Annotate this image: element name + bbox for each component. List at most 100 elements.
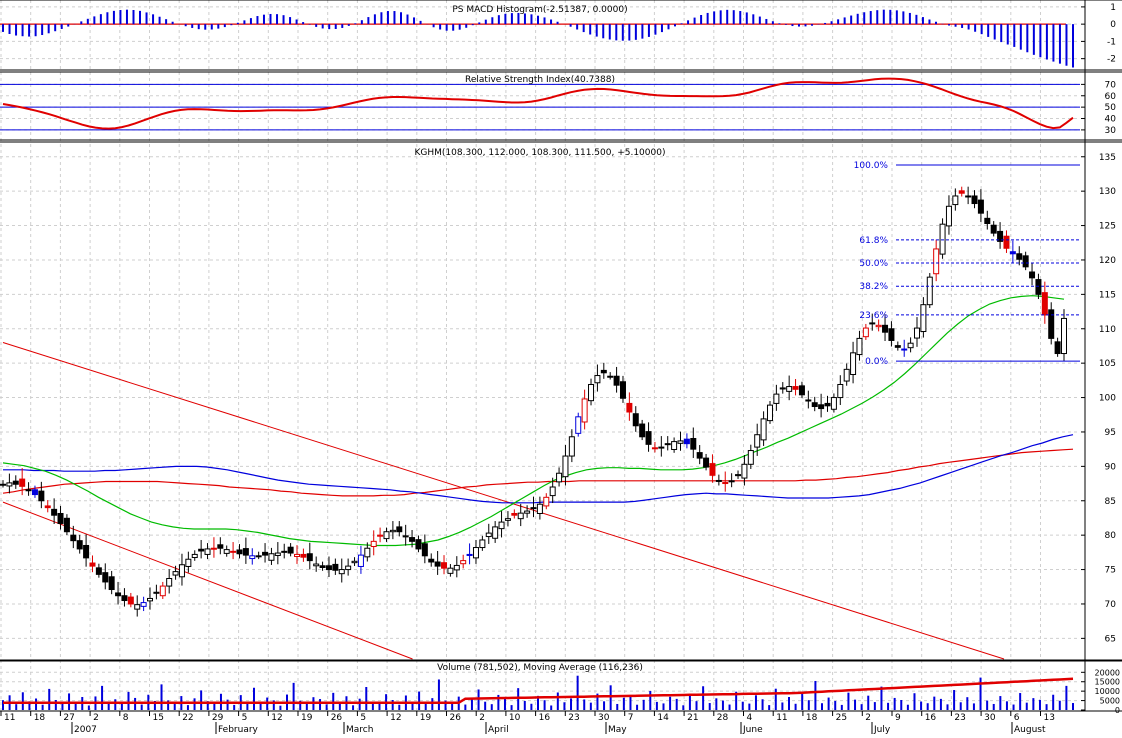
candlestick: [19, 468, 26, 496]
candle-body: [121, 595, 128, 602]
price-tick-label: 65: [1105, 634, 1116, 644]
candlestick: [498, 511, 505, 538]
candlestick: [517, 503, 524, 527]
candlestick: [530, 496, 537, 518]
x-day-label: 25: [836, 713, 847, 723]
candle-body: [632, 413, 639, 427]
candlestick: [875, 319, 882, 332]
x-day-label: 7: [628, 713, 634, 723]
x-day-label: 19: [420, 713, 432, 723]
candle-body: [613, 375, 620, 386]
x-day-label: 5: [360, 713, 366, 723]
candle-body: [140, 602, 147, 607]
price-tick-label: 125: [1099, 222, 1116, 232]
price-panel: 100.0% 61.8% 50.0% 38.2% 23.6% 0.0% KGHM(108.3…: [0, 148, 1117, 660]
candlestick: [134, 595, 141, 617]
candle-body: [888, 328, 895, 341]
candlestick: [543, 493, 550, 510]
candlestick: [364, 542, 371, 562]
candlestick: [645, 422, 652, 452]
candlestick: [415, 535, 422, 553]
price-tick-label: 100: [1099, 394, 1116, 404]
price-tick-label: 130: [1099, 187, 1116, 197]
candle-body: [792, 386, 799, 390]
candlestick: [262, 543, 269, 563]
volume-tick-label: 5000: [1100, 697, 1120, 706]
candlestick: [357, 545, 364, 574]
candle-body: [856, 337, 863, 356]
rsi-tick-label: 70: [1105, 80, 1117, 90]
candle-body: [990, 224, 997, 234]
x-day-label: 23: [568, 713, 579, 723]
candle-body: [869, 322, 876, 325]
candlestick: [166, 569, 173, 594]
candle-body: [735, 474, 742, 477]
candlestick: [377, 527, 384, 543]
candlestick: [287, 543, 294, 557]
candlestick: [274, 542, 281, 565]
macd-tick-label: 1: [1110, 3, 1116, 13]
candlestick: [76, 534, 83, 554]
candle-body: [332, 563, 339, 571]
x-day-label: 13: [1044, 713, 1055, 723]
price-tick-label: 120: [1099, 256, 1116, 266]
candlestick: [824, 395, 831, 412]
x-month-label: February: [218, 725, 259, 734]
candle-body: [383, 531, 390, 540]
candle-body: [568, 436, 575, 457]
candle-body: [926, 276, 933, 306]
candle-body: [933, 248, 940, 275]
macd-panel-title: PS MACD Histogram(-2.51387, 0.0000): [452, 5, 627, 15]
candle-body: [862, 327, 869, 338]
candle-body: [517, 512, 524, 520]
candlestick: [479, 535, 486, 551]
candlestick: [383, 527, 390, 542]
candle-body: [166, 578, 173, 587]
candle-body: [51, 508, 58, 516]
candle-body: [249, 555, 256, 560]
candle-body: [958, 190, 965, 194]
candlestick: [715, 474, 722, 486]
price-tick-label: 70: [1105, 600, 1117, 610]
x-day-label: 14: [657, 713, 669, 723]
candle-body: [920, 304, 927, 333]
candle-body: [89, 562, 96, 567]
candlestick: [230, 542, 237, 560]
candlestick: [600, 362, 607, 379]
candlestick: [1048, 302, 1055, 345]
candlestick: [786, 375, 793, 401]
candlestick: [338, 558, 345, 583]
candle-body: [818, 404, 825, 410]
macd-panel: PS MACD Histogram(-2.51387, 0.0000) 1 0 -1 -…: [0, 3, 1116, 68]
candlestick: [511, 509, 518, 519]
candle-body: [230, 550, 237, 553]
candlestick: [281, 543, 288, 559]
candle-body: [357, 554, 364, 567]
x-day-label: 26: [331, 713, 343, 723]
candlestick: [217, 537, 224, 555]
candle-body: [1061, 317, 1067, 355]
candle-body: [102, 572, 109, 583]
candlestick: [313, 556, 320, 572]
candlestick: [671, 437, 678, 453]
candlestick: [818, 393, 825, 418]
x-day-label: 16: [539, 713, 551, 723]
x-month-label: August: [1014, 725, 1046, 734]
fibonacci-level-label: 38.2%: [859, 282, 888, 292]
candlestick: [939, 218, 946, 259]
candlestick: [990, 221, 997, 237]
candlestick: [1041, 281, 1048, 324]
candlestick: [735, 470, 742, 479]
candle-body: [837, 383, 844, 399]
candle-body: [364, 547, 371, 558]
candlestick: [945, 195, 952, 235]
x-day-label: 15: [153, 713, 164, 723]
candle-body: [1003, 235, 1010, 249]
candlestick: [460, 554, 467, 569]
candlestick: [703, 453, 710, 471]
candle-body: [447, 567, 454, 574]
moving-average-green: [2, 295, 1065, 547]
candlestick: [837, 375, 844, 405]
x-day-label: 26: [450, 713, 462, 723]
candle-body: [1009, 251, 1016, 255]
